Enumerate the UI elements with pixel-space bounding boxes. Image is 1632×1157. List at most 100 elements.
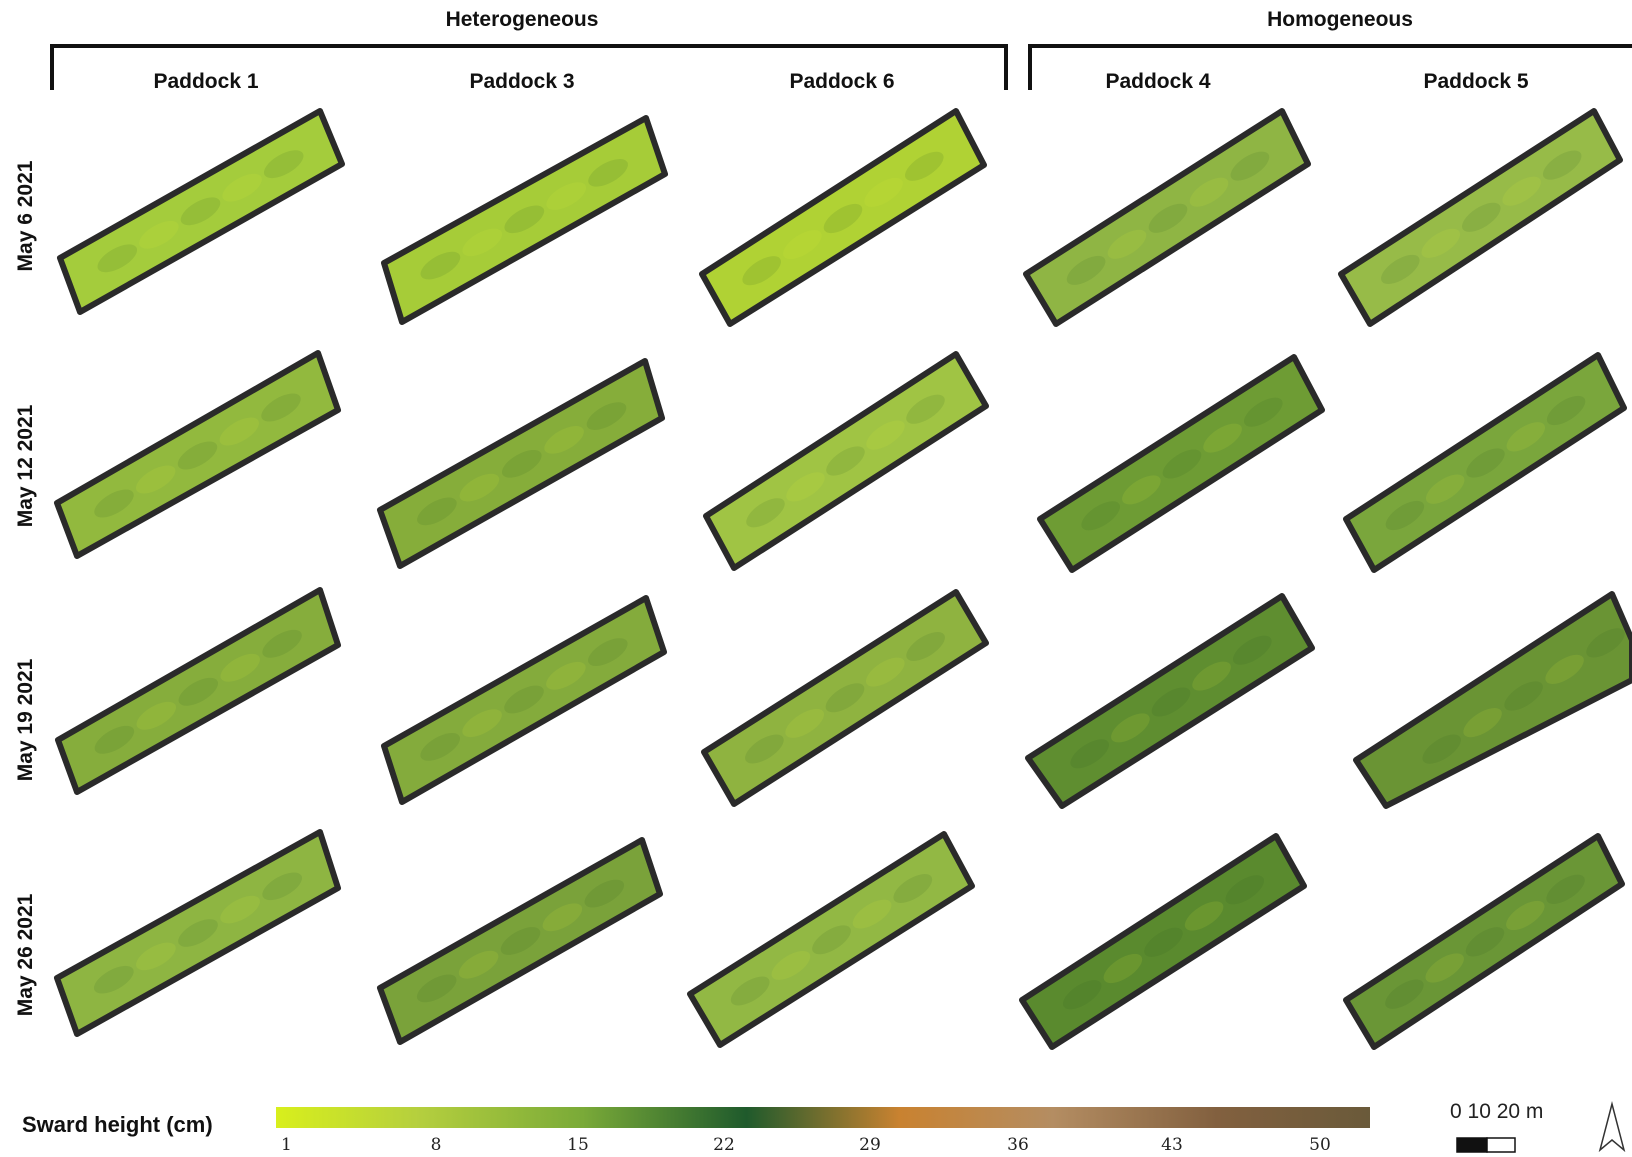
paddock-texture-blob — [262, 872, 303, 901]
paddock-texture-blob — [1506, 422, 1546, 452]
paddock-texture-blob — [865, 657, 905, 687]
paddock-texture-blob — [786, 472, 825, 502]
paddock-texture-blob — [177, 441, 218, 470]
paddock-outline-paddock-5-may-6 — [1338, 108, 1623, 327]
paddock-texture-blob — [1243, 397, 1283, 427]
paddock-outline-paddock-4-may-6 — [1023, 108, 1311, 327]
paddock-fill-paddock-4-may-26 — [1022, 836, 1304, 1047]
paddock-fill-paddock-4-may-6 — [1026, 111, 1308, 324]
paddock-texture-blob — [220, 653, 260, 682]
paddock-fill-paddock-3-may-12 — [380, 361, 662, 566]
paddock-texture-blob — [771, 950, 811, 980]
paddock-texture-blob — [730, 976, 770, 1006]
group-label-heterogeneous: Heterogeneous — [446, 8, 599, 31]
legend-color-ramp — [276, 1107, 1370, 1128]
paddock-texture-blob — [462, 228, 503, 257]
legend-title: Sward height (cm) — [22, 1112, 213, 1137]
paddock-texture-blob — [1230, 151, 1270, 181]
legend-tick-label: 1 — [281, 1135, 292, 1155]
paddock-outline-paddock-3-may-26 — [377, 837, 663, 1045]
paddock-outline-paddock-5-may-19 — [1353, 591, 1632, 809]
paddock-texture-blob — [785, 708, 825, 738]
paddock-texture-blob — [1421, 228, 1461, 258]
paddock-texture-blob — [1381, 254, 1420, 284]
column-label-paddock-4: Paddock 4 — [1105, 70, 1210, 93]
row-label-may-6: May 6 2021 — [14, 160, 37, 271]
north-arrow-icon — [1598, 1101, 1626, 1153]
paddock-texture-blob — [1148, 203, 1188, 233]
paddock-texture-blob — [262, 629, 302, 658]
paddock-outline-paddock-6-may-12 — [703, 351, 989, 571]
paddock-texture-blob — [1546, 874, 1585, 904]
paddock-texture-blob — [1422, 734, 1461, 764]
paddock-texture-blob — [745, 734, 784, 764]
paddock-texture-blob — [139, 220, 179, 249]
paddock-outline-paddock-5-may-12 — [1343, 352, 1627, 573]
paddock-texture-blob — [1066, 255, 1106, 285]
paddock-texture-blob — [1232, 635, 1272, 665]
legend-tick-label: 8 — [431, 1135, 442, 1155]
paddock-texture-blob — [416, 974, 457, 1003]
paddock-fill-paddock-1-may-6 — [60, 111, 342, 312]
paddock-outline-paddock-4-may-19 — [1025, 593, 1315, 809]
paddock-fill-paddock-3-may-26 — [380, 840, 660, 1042]
paddock-texture-blob — [420, 733, 460, 761]
scale-bar-white-segment — [1486, 1137, 1516, 1153]
paddock-texture-blob — [742, 256, 781, 286]
paddock-panels — [54, 108, 1632, 1050]
paddock-fill-paddock-6-may-12 — [706, 354, 986, 568]
paddock-texture-blob — [504, 685, 544, 714]
paddock-texture-blob — [584, 879, 625, 908]
paddock-texture-blob — [1225, 875, 1265, 905]
paddock-texture-blob — [1425, 953, 1464, 983]
legend-tick-label: 29 — [859, 1135, 881, 1155]
paddock-texture-blob — [462, 709, 502, 738]
paddock-texture-blob — [852, 899, 892, 929]
legend-tick-label: 50 — [1309, 1135, 1331, 1155]
paddock-texture-blob — [1545, 654, 1584, 685]
row-label-may-19: May 19 2021 — [14, 658, 37, 781]
paddock-fill-paddock-6-may-26 — [690, 834, 972, 1045]
bracket-heterogeneous — [50, 44, 1008, 90]
paddock-outline-paddock-4-may-26 — [1019, 833, 1307, 1050]
paddock-texture-blob — [1504, 681, 1543, 711]
paddock-fill-paddock-5-may-19 — [1356, 594, 1632, 806]
paddock-outline-paddock-1-may-6 — [57, 108, 345, 315]
paddock-texture-blob — [1466, 448, 1505, 478]
paddock-texture-blob — [1151, 687, 1191, 717]
paddock-fill-paddock-6-may-6 — [702, 111, 984, 324]
paddock-outline-paddock-4-may-12 — [1037, 354, 1325, 573]
paddock-texture-blob — [542, 903, 583, 932]
paddock-texture-blob — [1586, 628, 1625, 658]
paddock-texture-blob — [220, 895, 260, 924]
paddock-texture-blob — [826, 446, 865, 476]
paddock-texture-blob — [1184, 901, 1224, 931]
paddock-texture-blob — [866, 420, 905, 450]
paddock-texture-blob — [1425, 474, 1465, 504]
paddock-texture-blob — [136, 942, 176, 971]
paddock-texture-blob — [546, 661, 586, 690]
paddock-texture-blob — [864, 177, 903, 207]
legend-tick-label: 15 — [567, 1135, 589, 1155]
scale-bar-black-segment — [1456, 1137, 1488, 1153]
paddock-fill-paddock-5-may-26 — [1346, 836, 1622, 1047]
paddock-fill-paddock-1-may-12 — [57, 353, 338, 556]
row-label-may-26: May 26 2021 — [14, 893, 37, 1016]
paddock-texture-blob — [1103, 953, 1143, 984]
legend-tick-label: 36 — [1007, 1135, 1029, 1155]
paddock-fill-paddock-5-may-6 — [1341, 111, 1620, 324]
paddock-outline-paddock-6-may-6 — [699, 108, 987, 327]
paddock-texture-blob — [825, 683, 865, 713]
bracket-homogeneous — [1028, 44, 1632, 90]
legend-tick-label: 43 — [1161, 1135, 1183, 1155]
paddock-texture-blob — [261, 393, 301, 422]
paddock-texture-blob — [222, 173, 262, 202]
paddock-texture-blob — [823, 203, 863, 234]
paddock-texture-blob — [893, 874, 933, 903]
paddock-texture-blob — [905, 151, 944, 181]
paddock-texture-blob — [136, 701, 177, 730]
paddock-texture-blob — [178, 677, 219, 706]
paddock-texture-blob — [94, 489, 134, 518]
group-label-homogeneous: Homogeneous — [1267, 8, 1413, 31]
